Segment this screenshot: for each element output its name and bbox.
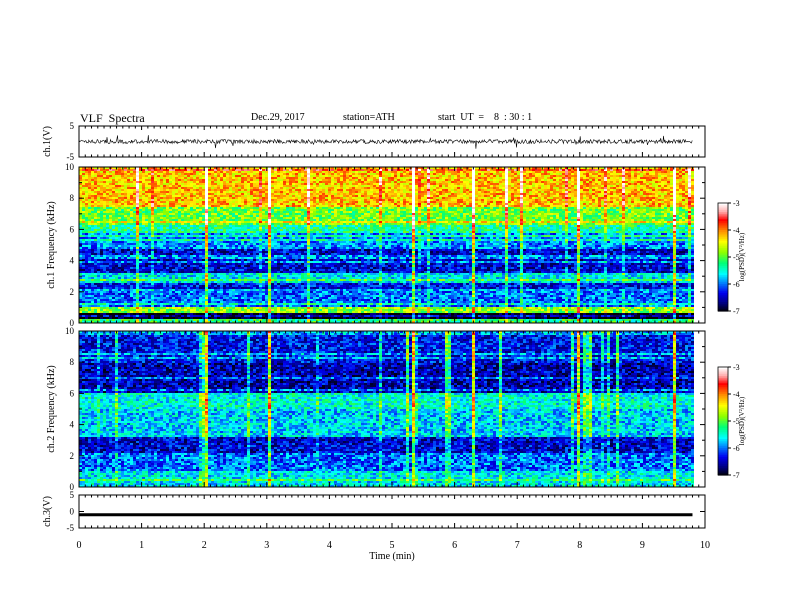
ch1-spec-colorbar-label: -3 <box>733 199 740 208</box>
ch2-spec-ytick-label: 10 <box>65 326 75 336</box>
ch1-wave-ytick-label: 5 <box>70 121 75 131</box>
x-tick-label: 3 <box>264 540 269 551</box>
ch1-spec-ylabel: ch.1 Frequency (kHz) <box>46 201 57 288</box>
ch1-spec-ytick-label: 4 <box>70 256 75 266</box>
ch2-spec-ytick-label: 4 <box>70 420 75 430</box>
ch1-spec-ytick-label: 2 <box>70 287 75 297</box>
ch1-wave-ytick-label: -5 <box>67 152 75 162</box>
x-tick-label: 0 <box>77 540 82 551</box>
x-tick-label: 5 <box>390 540 395 551</box>
ch1-waveform-line <box>79 135 692 149</box>
x-tick-label: 10 <box>700 540 710 551</box>
x-tick-label: 1 <box>139 540 144 551</box>
ch1-spec-ytick-label: 8 <box>70 193 75 203</box>
ch2-spectrogram-image <box>79 331 694 487</box>
ch3-wave-ytick-label: -5 <box>67 523 75 533</box>
x-tick-label: 7 <box>515 540 520 551</box>
ch2-spec-ytick-label: 6 <box>70 388 75 398</box>
x-tick-label: 4 <box>327 540 332 551</box>
ch2-spec-ylabel: ch.2 Frequency (kHz) <box>46 365 57 452</box>
ch1-spec-ytick-label: 10 <box>65 162 75 172</box>
x-tick-label: 9 <box>640 540 645 551</box>
ch3-wave-ytick-label: 0 <box>70 507 75 517</box>
ch3-wave-ytick-label: 5 <box>70 490 75 500</box>
ch2-spec-colorbar-label: -7 <box>733 471 740 480</box>
x-tick-label: 2 <box>202 540 207 551</box>
ch1-spec-colorbar-label: -7 <box>733 307 740 316</box>
ch1-spectrogram-image <box>79 167 694 323</box>
x-tick-label: 6 <box>452 540 457 551</box>
ch2-spec-ytick-label: 2 <box>70 451 75 461</box>
ch3-wave-ylabel: ch.3(V) <box>42 496 53 527</box>
x-axis-label: Time (min) <box>369 551 414 562</box>
ch1-spec-colorbar-title: log(PSD)(V²/Hz) <box>738 232 746 281</box>
ch2-spec-colorbar-title: log(PSD)(V²/Hz) <box>738 396 746 445</box>
x-tick-label: 8 <box>577 540 582 551</box>
ch1-spec-ytick-label: 6 <box>70 224 75 234</box>
ch2-spec-colorbar-label: -3 <box>733 363 740 372</box>
ch2-spec-ytick-label: 8 <box>70 357 75 367</box>
ch1-wave-ylabel: ch.1(V) <box>42 126 53 157</box>
